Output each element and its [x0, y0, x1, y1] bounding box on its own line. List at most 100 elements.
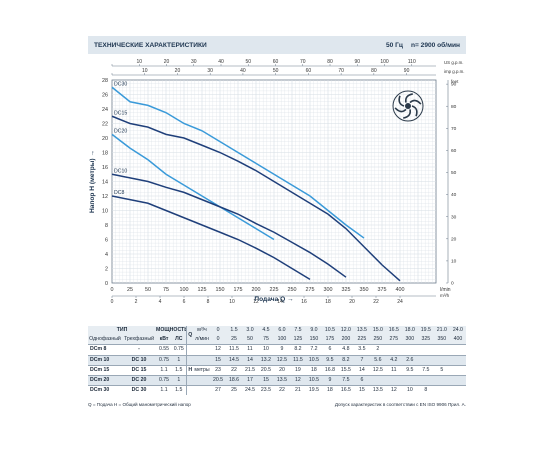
m3h-tick-label: 0 — [111, 299, 114, 305]
feet-unit: feet — [451, 79, 459, 84]
head-value: 12 — [385, 385, 402, 396]
m3h-tick-label: 10 — [229, 299, 235, 305]
head-value — [401, 344, 418, 356]
y-tick-label: 4 — [105, 252, 108, 258]
head-value: 27 — [210, 385, 227, 396]
x-tick-label: 350 — [360, 287, 369, 293]
q-m3h-value: 24.0 — [449, 326, 466, 336]
y-tick-label: 12 — [102, 194, 108, 200]
head-value: 17 — [242, 374, 258, 386]
three-phase-model: DC 30 — [122, 385, 157, 396]
q-m3h-value: 18.0 — [401, 326, 418, 336]
m3h-tick-label: 14 — [277, 299, 283, 305]
power-kw: 1.1 — [156, 385, 173, 396]
spec-title: ТЕХНИЧЕСКИЕ ХАРАКТЕРИСТИКИ — [94, 41, 207, 49]
head-value: 4.8 — [337, 344, 354, 356]
head-value: 15.5 — [337, 364, 354, 376]
q-m3h-value: 12.0 — [337, 326, 354, 336]
head-value — [433, 385, 450, 396]
unit-spacer — [194, 354, 211, 366]
impeller-blade-icon — [403, 109, 412, 119]
y-tick-label: 16 — [102, 165, 108, 171]
q-m3h-value: 19.5 — [417, 326, 434, 336]
hp-header: ЛС — [172, 335, 187, 345]
head-value — [449, 374, 466, 386]
head-value: 14.5 — [226, 354, 242, 366]
unit-spacer — [194, 344, 211, 356]
head-value — [433, 374, 450, 386]
y-tick-label: 28 — [102, 78, 108, 84]
m3h-tick-label: 12 — [253, 299, 259, 305]
q-lmin-value: 175 — [321, 335, 338, 345]
q-lmin-value: 50 — [242, 335, 258, 345]
m3h-tick-label: 20 — [349, 299, 355, 305]
m3h-tick-label: 4 — [159, 299, 162, 305]
head-value: 20.5 — [257, 364, 274, 376]
head-value — [433, 344, 450, 356]
head-value: 22 — [273, 385, 290, 396]
h-spacer — [185, 374, 195, 386]
head-value: 15 — [353, 385, 370, 396]
series-line-dc30 — [111, 86, 365, 239]
head-value: 20.5 — [210, 374, 227, 386]
y-tick-label: 22 — [102, 121, 108, 127]
head-value: 21 — [289, 385, 306, 396]
q-lmin-value: 200 — [337, 335, 354, 345]
us-gpm-tick-label: 60 — [273, 59, 279, 65]
head-value: 18 — [305, 364, 322, 376]
power-kw: 0.75 — [156, 374, 173, 386]
head-value — [417, 344, 434, 356]
us-gpm-tick-label: 20 — [164, 59, 170, 65]
head-value — [449, 344, 466, 356]
head-value: 7.5 — [417, 364, 434, 376]
us-gpm-tick-label: 110 — [408, 59, 416, 65]
q-m3h-value: 15.0 — [369, 326, 386, 336]
q-m3h-value: 4.5 — [257, 326, 274, 336]
q-lmin-value: 400 — [449, 335, 466, 345]
us-gpm-tick-label: 80 — [327, 59, 333, 65]
us-gpm-unit: US g.p.m. — [444, 60, 464, 65]
q-lmin-value: 325 — [417, 335, 434, 345]
footer: Q = Подача H = Общий манометрический нап… — [88, 402, 466, 407]
x-tick-label: 225 — [270, 287, 279, 293]
us-gpm-tick-label: 10 — [136, 59, 142, 65]
q-lmin-value: 275 — [385, 335, 402, 345]
m3h-tick-label: 6 — [183, 299, 186, 305]
q-m3h-value: 3.0 — [242, 326, 258, 336]
head-value: 13.5 — [273, 374, 290, 386]
meters-unit: метры — [194, 364, 211, 376]
head-value — [385, 374, 402, 386]
head-value: 23 — [210, 364, 227, 376]
imp-gpm-tick-label: 40 — [240, 68, 246, 74]
q-lmin-value: 150 — [305, 335, 322, 345]
m3h-tick-label: 2 — [135, 299, 138, 305]
feet-tick-label: 30 — [451, 214, 457, 220]
series-label-dc15: DC15 — [114, 110, 127, 116]
power-hp: 0.75 — [172, 344, 187, 356]
x-tick-label: 125 — [198, 287, 207, 293]
head-value: 13.5 — [369, 385, 386, 396]
m3h-tick-label: 24 — [397, 299, 403, 305]
head-value — [417, 354, 434, 366]
feet-tick-label: 50 — [451, 170, 457, 176]
q-lmin-value: 225 — [353, 335, 370, 345]
feet-tick-label: 80 — [451, 104, 457, 110]
head-value: 2 — [369, 344, 386, 356]
single-phase-model: DCm 15 — [88, 364, 122, 376]
three-phase-header: Трехфазный — [122, 335, 157, 345]
head-value: 9.5 — [401, 364, 418, 376]
head-value: 7.5 — [337, 374, 354, 386]
series-label-dc8: DC8 — [114, 190, 124, 196]
y-tick-label: 2 — [105, 266, 108, 272]
x-tick-label: 200 — [252, 287, 261, 293]
head-value: 20 — [273, 364, 290, 376]
m3h-tick-label: 16 — [301, 299, 307, 305]
head-value: 10 — [257, 344, 274, 356]
power-kw: 1.1 — [156, 364, 173, 376]
head-value: 10 — [401, 385, 418, 396]
x-tick-label: 400 — [396, 287, 405, 293]
x-tick-label: 75 — [163, 287, 169, 293]
power-header: МОЩНОСТЬ — [156, 326, 187, 336]
power-hp: 1.5 — [172, 385, 187, 396]
